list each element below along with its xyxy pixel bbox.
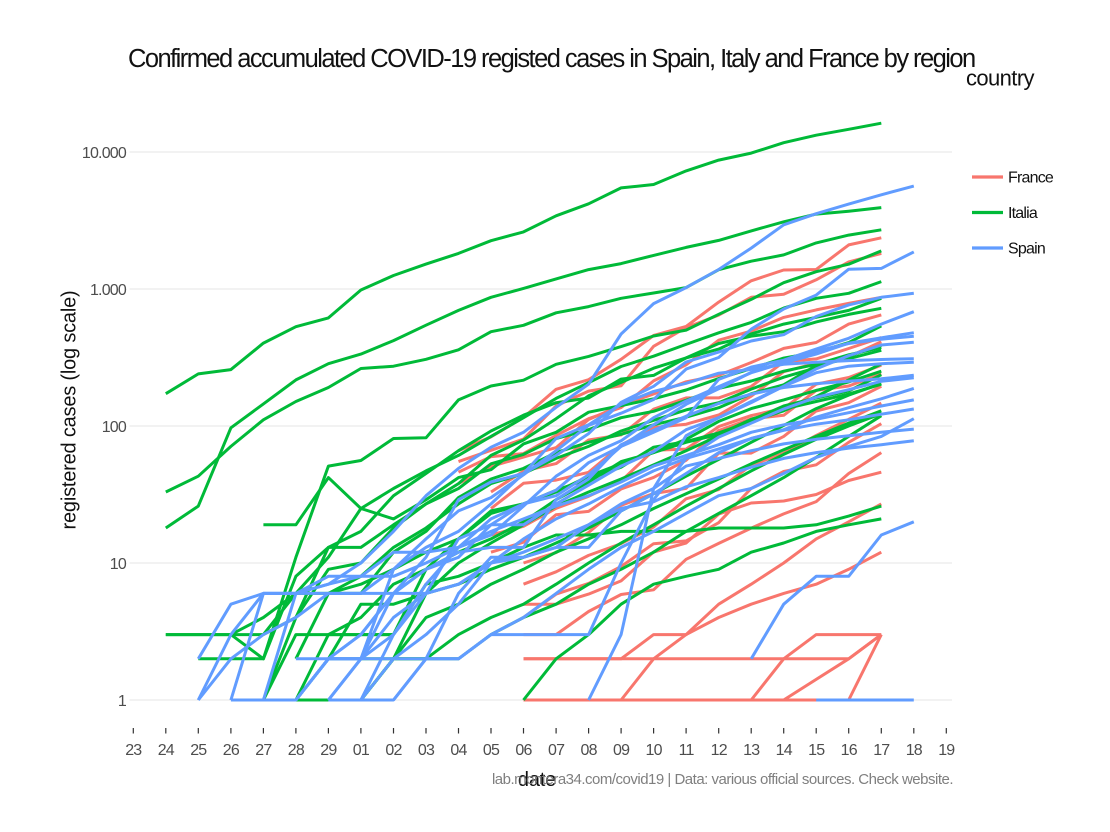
svg-text:17: 17: [873, 742, 890, 759]
svg-text:11: 11: [679, 742, 695, 759]
svg-text:29: 29: [320, 742, 337, 759]
svg-text:10: 10: [645, 742, 662, 759]
svg-text:04: 04: [450, 742, 467, 759]
svg-text:19: 19: [938, 742, 955, 759]
svg-text:date: date: [518, 769, 556, 791]
svg-text:06: 06: [515, 742, 532, 759]
svg-text:28: 28: [288, 742, 305, 759]
svg-text:1: 1: [118, 693, 127, 710]
svg-text:Spain: Spain: [1008, 241, 1045, 258]
svg-text:07: 07: [548, 742, 565, 759]
svg-text:registered cases (log scale): registered cases (log scale): [59, 291, 81, 530]
svg-text:12: 12: [711, 742, 728, 759]
svg-text:25: 25: [190, 742, 207, 759]
svg-text:26: 26: [223, 742, 240, 759]
svg-text:Italia: Italia: [1008, 205, 1038, 222]
svg-text:23: 23: [125, 742, 142, 759]
svg-text:05: 05: [483, 742, 500, 759]
svg-text:24: 24: [158, 742, 175, 759]
svg-text:27: 27: [255, 742, 272, 759]
svg-text:03: 03: [418, 742, 435, 759]
svg-text:Confirmed accumulated COVID-19: Confirmed accumulated COVID-19 registed …: [128, 45, 975, 73]
svg-text:18: 18: [906, 742, 923, 759]
svg-text:15: 15: [808, 742, 825, 759]
svg-text:13: 13: [743, 742, 760, 759]
svg-text:16: 16: [841, 742, 858, 759]
svg-text:01: 01: [353, 742, 370, 759]
svg-text:08: 08: [580, 742, 597, 759]
svg-text:02: 02: [385, 742, 402, 759]
svg-text:10: 10: [110, 556, 127, 573]
svg-text:09: 09: [613, 742, 630, 759]
svg-text:1.000: 1.000: [90, 282, 127, 299]
svg-text:14: 14: [776, 742, 793, 759]
svg-text:100: 100: [102, 419, 127, 436]
svg-text:lab.montera34.com/covid19 | Da: lab.montera34.com/covid19 | Data: variou…: [492, 771, 953, 788]
svg-text:France: France: [1008, 170, 1054, 187]
svg-text:country: country: [966, 66, 1035, 91]
svg-text:10.000: 10.000: [82, 145, 127, 162]
